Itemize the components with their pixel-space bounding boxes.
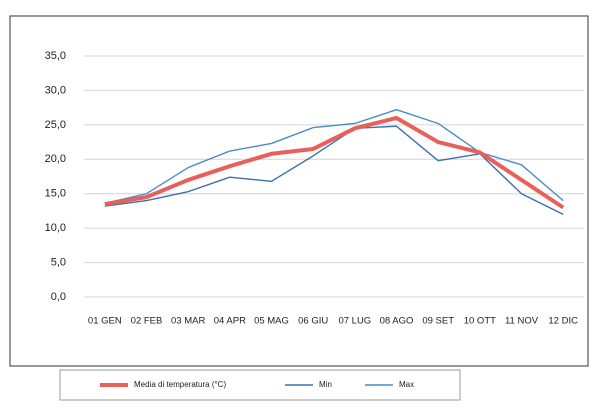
legend-box: [59, 369, 461, 401]
x-tick-label: 08 AGO: [380, 316, 414, 327]
y-tick-label: 5,0: [51, 256, 66, 268]
x-tick-label: 12 DIC: [548, 316, 578, 327]
line-series: [104, 115, 565, 210]
y-tick-label: 15,0: [45, 188, 66, 200]
line-series: [104, 125, 564, 215]
x-tick-label: 05 MAG: [254, 316, 289, 327]
x-tick-label: 06 GIU: [298, 316, 328, 327]
line-series: [104, 109, 564, 205]
legend-label: Media di temperatura (°C): [134, 380, 226, 389]
x-tick-label: 09 SET: [422, 316, 454, 327]
x-tick-label: 11 NOV: [505, 316, 539, 327]
x-tick-label: 04 APR: [214, 316, 246, 327]
chart-border: [9, 15, 589, 367]
y-tick-label: 20,0: [45, 153, 66, 165]
x-tick-label: 02 FEB: [131, 316, 163, 327]
x-tick-label: 01 GEN: [88, 316, 122, 327]
legend-label: Min: [319, 380, 332, 389]
y-tick-label: 35,0: [45, 50, 66, 62]
y-tick-label: 30,0: [45, 84, 66, 96]
legend-label: Max: [399, 380, 414, 389]
y-tick-label: 25,0: [45, 119, 66, 131]
y-tick-label: 10,0: [45, 222, 66, 234]
x-tick-label: 10 OTT: [464, 316, 496, 327]
x-tick-label: 03 MAR: [171, 316, 205, 327]
y-tick-label: 0,0: [51, 291, 66, 303]
x-tick-label: 07 LUG: [338, 316, 371, 327]
